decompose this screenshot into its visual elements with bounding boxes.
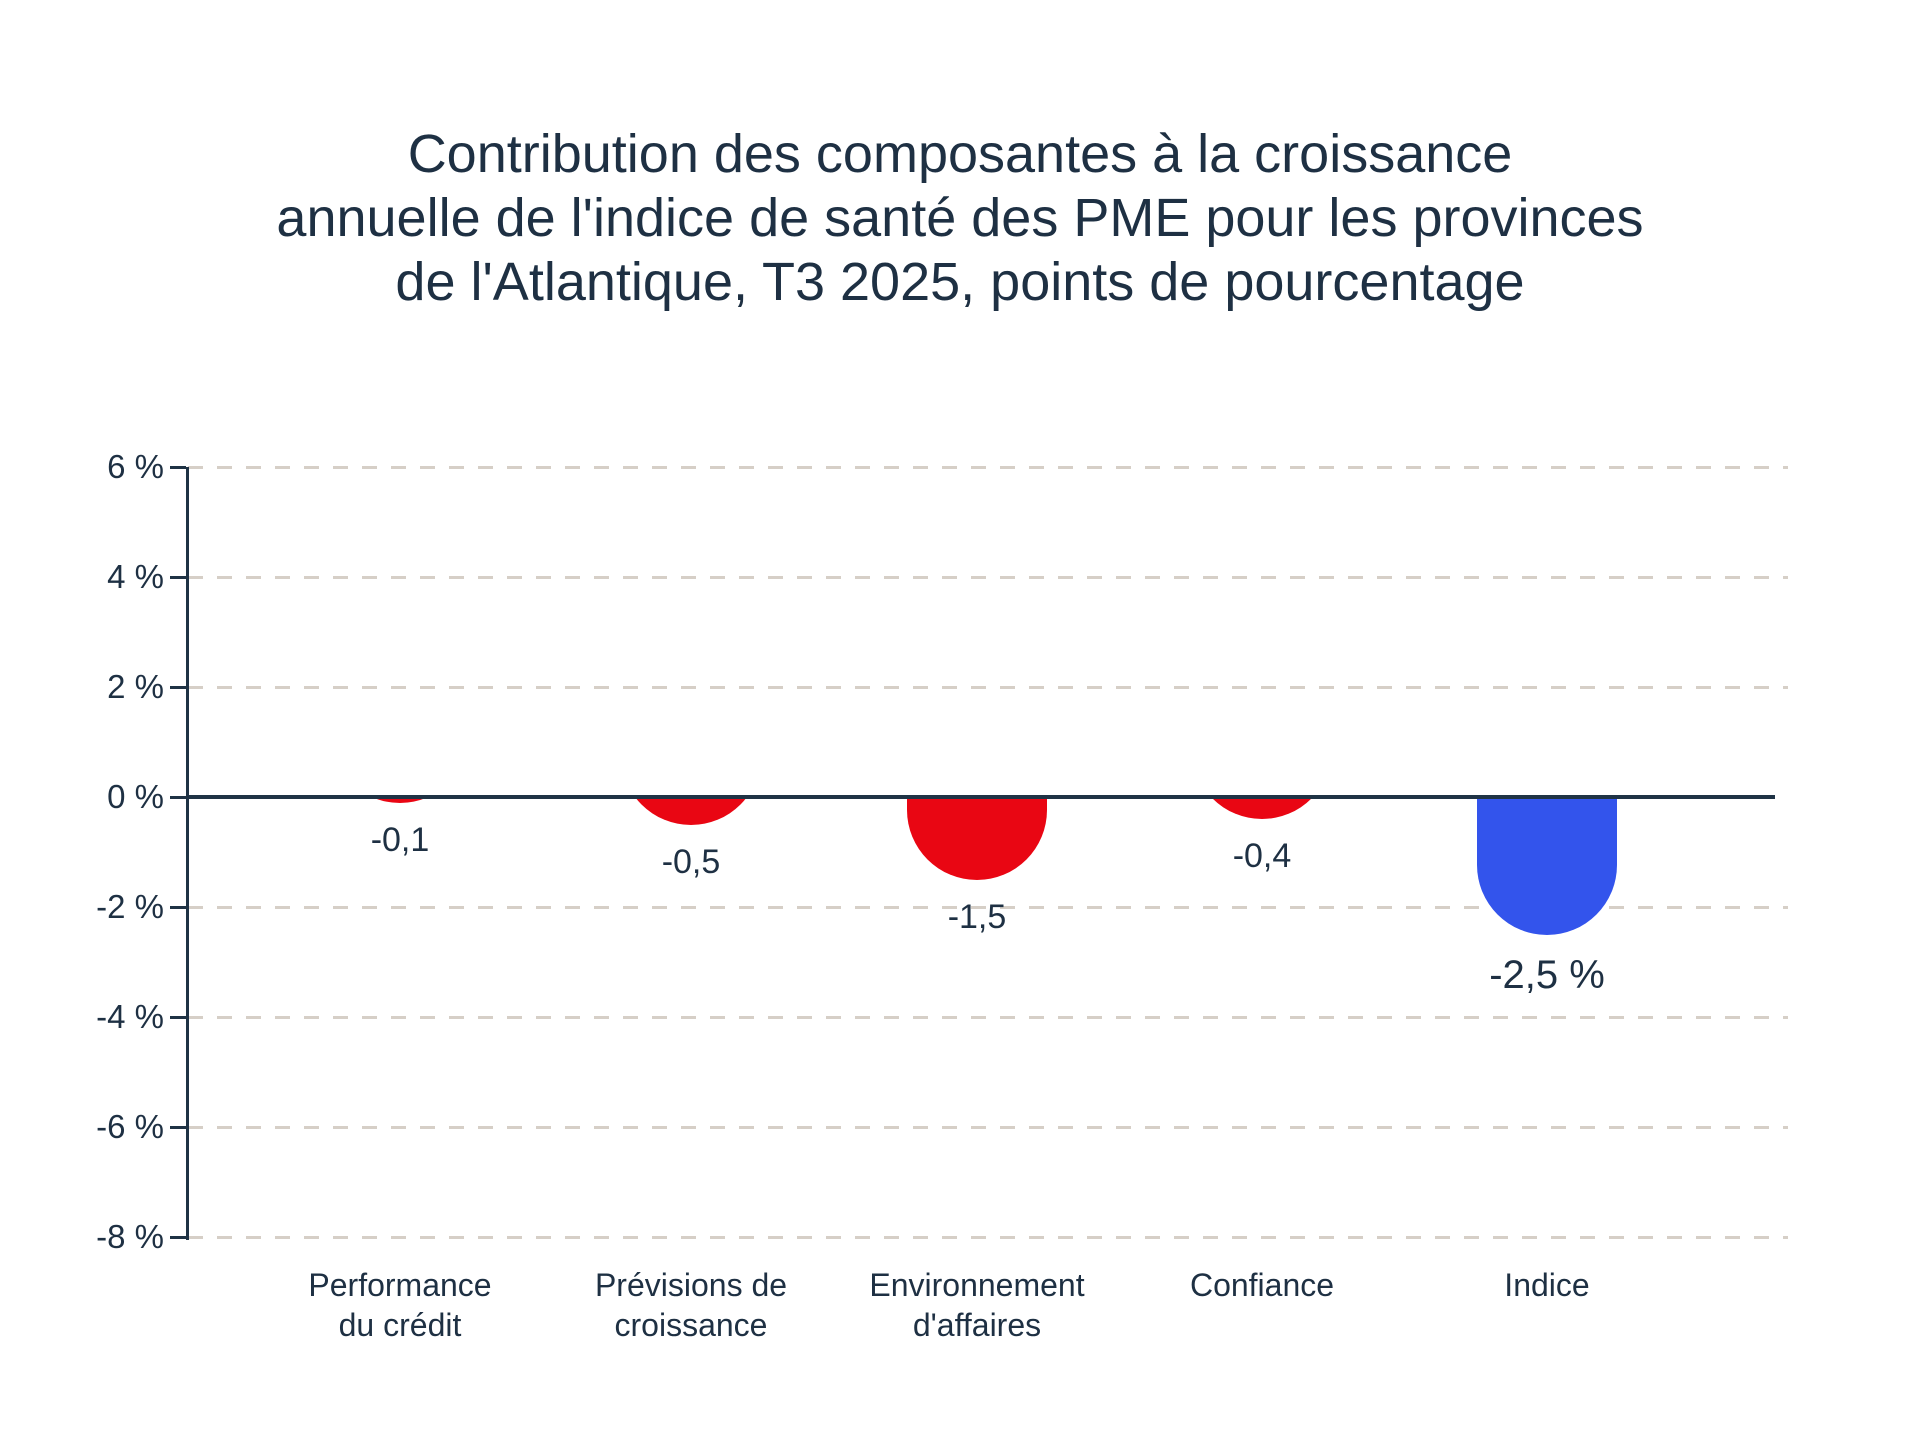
y-axis-line [186, 467, 189, 1240]
chart-title-line-3: de l'Atlantique, T3 2025, points de pour… [395, 252, 1525, 312]
value-label-performance-du-credit: -0,1 [370, 820, 430, 859]
gridline--2% [188, 906, 1788, 909]
gridline--6% [188, 1126, 1788, 1129]
category-label-line: Environnement [869, 1267, 1085, 1303]
chart-title-line-2: annuelle de l'indice de santé des PME po… [276, 188, 1644, 248]
value-label-confiance: -0,4 [1232, 837, 1292, 875]
y-axis-label: -8 % [96, 1218, 164, 1255]
y-axis-label: -6 % [96, 1108, 164, 1145]
y-axis-label: 0 % [107, 778, 164, 815]
gridline--4% [188, 1016, 1788, 1019]
category-label-indice: Indice [1504, 1265, 1589, 1305]
y-axis-label: 4 % [107, 558, 164, 595]
gridline-6% [188, 466, 1788, 469]
value-label-environnement-d-affaires: -1,5 [947, 897, 1007, 936]
bar-shape-environnement-d-affaires [907, 797, 1047, 880]
chart-title: Contribution des composantes à la croiss… [0, 122, 1920, 314]
category-label-previsions-de-croissance: Prévisions de croissance [595, 1265, 787, 1345]
bar-environnement-d-affaires [907, 797, 1047, 880]
category-label-confiance: Confiance [1190, 1265, 1334, 1305]
category-label-line: Confiance [1189, 1267, 1335, 1303]
chart-title-line-1: Contribution des composantes à la croiss… [407, 124, 1513, 184]
gridline--8% [188, 1236, 1788, 1239]
category-label-environnement-d-affaires: Environnement d'affaires [869, 1265, 1084, 1345]
y-tick-mark [170, 796, 186, 799]
bar-confiance [1192, 797, 1332, 819]
category-label-performance-du-credit: Performance du crédit [308, 1265, 491, 1345]
y-tick-mark [170, 1126, 186, 1129]
y-tick-mark [170, 466, 186, 469]
y-tick-mark [170, 906, 186, 909]
value-label-previsions-de-croissance: -0,5 [661, 842, 721, 881]
bar-previsions-de-croissance [621, 797, 761, 825]
y-axis-label: 2 % [107, 668, 164, 705]
category-label-line: Performance [308, 1267, 492, 1303]
bar-shape-previsions-de-croissance [621, 797, 761, 825]
bar-indice [1477, 797, 1617, 935]
y-tick-mark [170, 576, 186, 579]
y-axis-label: -4 % [96, 998, 164, 1035]
bar-performance-du-credit [330, 797, 470, 803]
y-tick-mark [170, 1236, 186, 1239]
category-label-line: d'affaires [912, 1307, 1042, 1343]
bar-shape-confiance [1192, 797, 1332, 819]
value-label-indice: -2,5 % [1489, 952, 1605, 997]
category-label-line: du crédit [338, 1307, 462, 1343]
zero-baseline [186, 795, 1775, 799]
y-tick-mark [170, 686, 186, 689]
category-label-line: croissance [614, 1307, 768, 1343]
y-axis-label: -2 % [96, 888, 164, 925]
category-label-line: Prévisions de [594, 1267, 788, 1303]
category-label-line: Indice [1504, 1267, 1590, 1303]
y-tick-mark [170, 1016, 186, 1019]
y-axis-label: 6 % [107, 448, 164, 485]
bar-shape-indice [1477, 797, 1617, 935]
gridline-2% [188, 686, 1788, 689]
gridline-4% [188, 576, 1788, 579]
bar-shape-performance-du-credit [330, 797, 470, 803]
